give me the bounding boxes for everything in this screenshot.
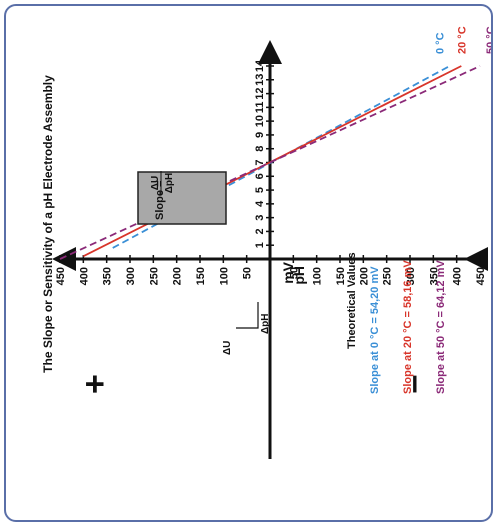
legend-label-0: 0 °C [435,32,447,54]
x-axis-label: pH [291,266,307,285]
slope-formula-box [137,171,227,225]
x-tick-label: 7 [254,159,266,165]
theoretical-title: Theoretical Values [346,252,358,349]
chart: The Slope or Sensitivity of a pH Electro… [41,26,493,459]
triangle-du-label: ΔU [222,341,233,355]
y-tick-label: 300 [125,267,137,285]
y-tick-label: 100 [218,267,230,285]
x-tick-label: 13 [254,74,266,86]
theoretical-line-50c: Slope at 50 °C = 64,12 mV [435,260,447,394]
x-tick-label: 4 [254,200,266,207]
y-tick-label: 200 [358,267,370,285]
x-tick-label: 14 [254,59,266,72]
y-tick-label: 150 [195,267,207,285]
y-tick-label: 250 [148,267,160,285]
x-tick-label: 11 [254,102,266,114]
x-tick-label: 1 [254,242,266,248]
slope-formula-denominator: ΔpH [164,173,175,194]
x-tick-label: 9 [254,132,266,138]
y-axis-label: mV [280,261,296,283]
y-tick-label: 300 [405,267,417,285]
x-tick-label: 8 [254,146,266,152]
theoretical-line-0c: Slope at 0 °C = 54,20 mV [369,266,381,394]
y-tick-label: 50 [242,267,254,279]
x-tick-label: 5 [254,187,266,193]
legend-label-1: 20 °C [456,26,468,54]
y-tick-label: 350 [428,267,440,285]
theoretical-line-20c: Slope at 20 °C = 58,16 mV [402,260,414,394]
y-tick-label: 350 [102,267,114,285]
slope-triangle [236,302,259,329]
y-tick-label: 400 [78,267,90,285]
y-tick-label: 200 [172,267,184,285]
y-tick-label: 450 [55,267,67,285]
minus-sign: – [394,375,432,394]
x-tick-label: 12 [254,87,266,99]
x-tick-label: 3 [254,215,266,221]
y-tick-label: 100 [312,267,324,285]
plus-sign: + [76,374,114,394]
y-tick-label: 250 [382,267,394,285]
series-line-2 [59,65,481,260]
triangle-dph-label: ΔpH [260,313,271,334]
figure-frame: The Slope or Sensitivity of a pH Electro… [4,4,493,522]
chart-title: The Slope or Sensitivity of a pH Electro… [41,75,55,373]
x-tick-label: 6 [254,173,266,179]
x-tick-label: 2 [254,228,266,234]
legend-label-2: 50 °C [485,26,493,54]
y-tick-label: 50 [288,267,300,279]
y-tick-label: 450 [475,267,487,285]
x-tick-label: 10 [254,115,266,127]
slope-formula-label: Slope = [154,181,166,220]
slope-formula-numerator: ΔU [150,176,161,190]
y-tick-label: 400 [452,267,464,285]
y-tick-label: 150 [335,267,347,285]
